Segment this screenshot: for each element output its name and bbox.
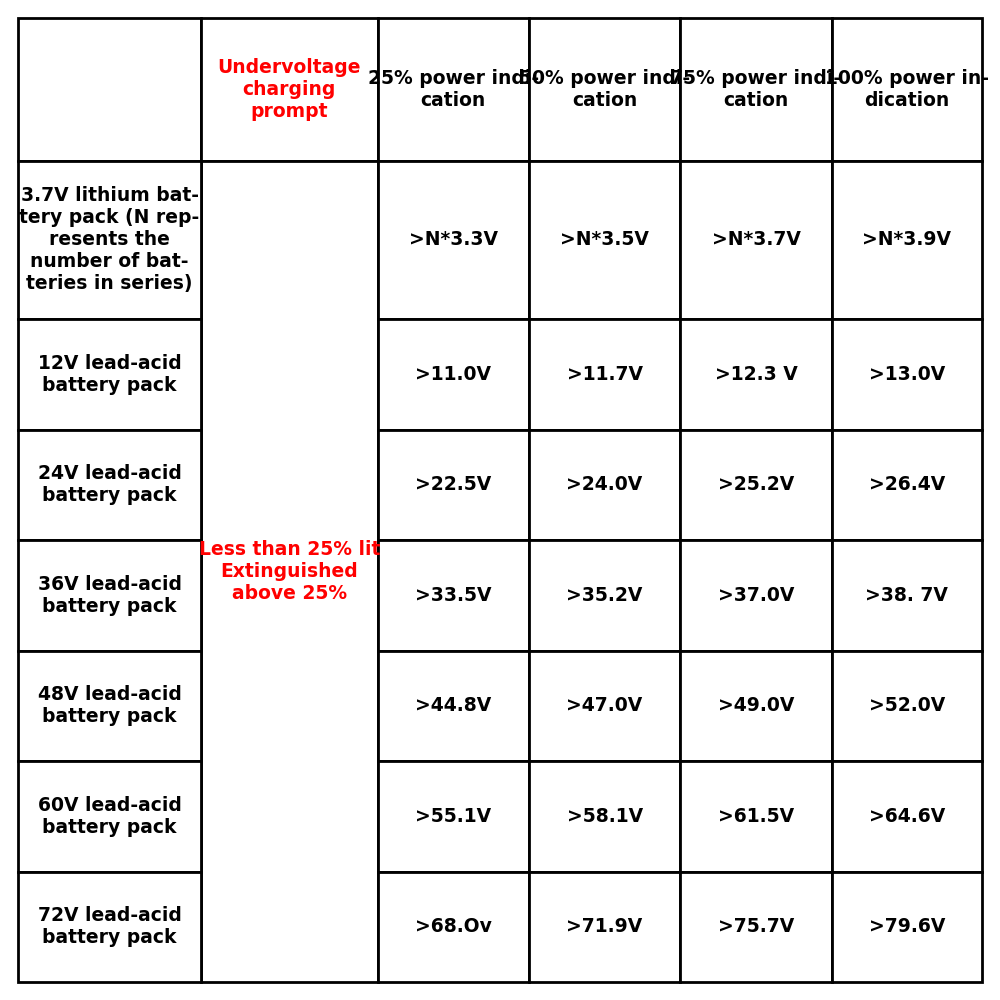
Text: >25.2V: >25.2V xyxy=(718,475,794,494)
Text: >22.5V: >22.5V xyxy=(415,475,491,494)
Bar xyxy=(680,651,832,761)
Bar xyxy=(832,319,982,430)
Bar xyxy=(529,872,680,982)
Bar xyxy=(680,540,832,651)
Bar xyxy=(529,161,680,319)
Text: >11.0V: >11.0V xyxy=(415,365,491,384)
Text: >24.0V: >24.0V xyxy=(566,475,643,494)
Bar xyxy=(378,761,529,872)
Text: >68.Ov: >68.Ov xyxy=(415,917,492,936)
Text: >79.6V: >79.6V xyxy=(869,917,945,936)
Bar xyxy=(680,761,832,872)
Bar xyxy=(832,651,982,761)
Text: >75.7V: >75.7V xyxy=(718,917,794,936)
Bar xyxy=(529,651,680,761)
Text: >13.0V: >13.0V xyxy=(869,365,945,384)
Bar xyxy=(680,319,832,430)
Bar xyxy=(529,430,680,540)
Text: >33.5V: >33.5V xyxy=(415,586,491,605)
Text: 72V lead-acid
battery pack: 72V lead-acid battery pack xyxy=(38,906,182,947)
Bar xyxy=(18,761,201,872)
Bar xyxy=(201,18,378,161)
Text: >47.0V: >47.0V xyxy=(566,696,643,715)
Text: 60V lead-acid
battery pack: 60V lead-acid battery pack xyxy=(38,796,182,837)
Text: >49.0V: >49.0V xyxy=(718,696,794,715)
Text: 75% power indi-
cation: 75% power indi- cation xyxy=(670,69,842,110)
Bar xyxy=(378,18,529,161)
Text: >26.4V: >26.4V xyxy=(869,475,945,494)
Text: >61.5V: >61.5V xyxy=(718,807,794,826)
Text: >44.8V: >44.8V xyxy=(415,696,491,715)
Text: >35.2V: >35.2V xyxy=(566,586,643,605)
Text: 36V lead-acid
battery pack: 36V lead-acid battery pack xyxy=(38,575,182,616)
Text: 3.7V lithium bat-
tery pack (N rep-
resents the
number of bat-
teries in series): 3.7V lithium bat- tery pack (N rep- rese… xyxy=(19,186,200,293)
Text: >38. 7V: >38. 7V xyxy=(865,586,948,605)
Bar xyxy=(378,872,529,982)
Bar xyxy=(832,430,982,540)
Text: >58.1V: >58.1V xyxy=(567,807,643,826)
Text: 100% power in-
dication: 100% power in- dication xyxy=(825,69,989,110)
Bar xyxy=(832,872,982,982)
Text: >12.3 V: >12.3 V xyxy=(715,365,797,384)
Bar xyxy=(529,540,680,651)
Text: >N*3.3V: >N*3.3V xyxy=(409,230,498,249)
Bar xyxy=(201,161,378,982)
Text: >71.9V: >71.9V xyxy=(566,917,643,936)
Bar xyxy=(378,430,529,540)
Bar xyxy=(529,761,680,872)
Text: >11.7V: >11.7V xyxy=(567,365,643,384)
Text: >N*3.7V: >N*3.7V xyxy=(712,230,800,249)
Bar xyxy=(832,761,982,872)
Bar xyxy=(680,430,832,540)
Bar xyxy=(18,540,201,651)
Bar xyxy=(680,872,832,982)
Text: 24V lead-acid
battery pack: 24V lead-acid battery pack xyxy=(38,464,182,505)
Bar xyxy=(680,18,832,161)
Bar xyxy=(378,540,529,651)
Text: 50% power indi-
cation: 50% power indi- cation xyxy=(519,69,690,110)
Bar xyxy=(18,651,201,761)
Bar xyxy=(832,18,982,161)
Bar xyxy=(378,161,529,319)
Bar xyxy=(832,540,982,651)
Bar xyxy=(378,319,529,430)
Text: >N*3.5V: >N*3.5V xyxy=(560,230,649,249)
Text: 12V lead-acid
battery pack: 12V lead-acid battery pack xyxy=(38,354,181,395)
Bar xyxy=(18,872,201,982)
Text: >37.0V: >37.0V xyxy=(718,586,794,605)
Bar xyxy=(680,161,832,319)
Text: >52.0V: >52.0V xyxy=(869,696,945,715)
Text: Undervoltage
charging
prompt: Undervoltage charging prompt xyxy=(218,58,361,121)
Bar xyxy=(529,319,680,430)
Text: 25% power indi-
cation: 25% power indi- cation xyxy=(368,69,539,110)
Bar xyxy=(18,319,201,430)
Bar xyxy=(832,161,982,319)
Bar xyxy=(18,161,201,319)
Bar xyxy=(18,18,201,161)
Bar xyxy=(378,651,529,761)
Bar xyxy=(529,18,680,161)
Text: >N*3.9V: >N*3.9V xyxy=(862,230,951,249)
Text: >64.6V: >64.6V xyxy=(869,807,945,826)
Text: 48V lead-acid
battery pack: 48V lead-acid battery pack xyxy=(38,685,182,726)
Text: Less than 25% lit
Extinguished
above 25%: Less than 25% lit Extinguished above 25% xyxy=(199,540,380,603)
Text: >55.1V: >55.1V xyxy=(415,807,491,826)
Bar xyxy=(18,430,201,540)
